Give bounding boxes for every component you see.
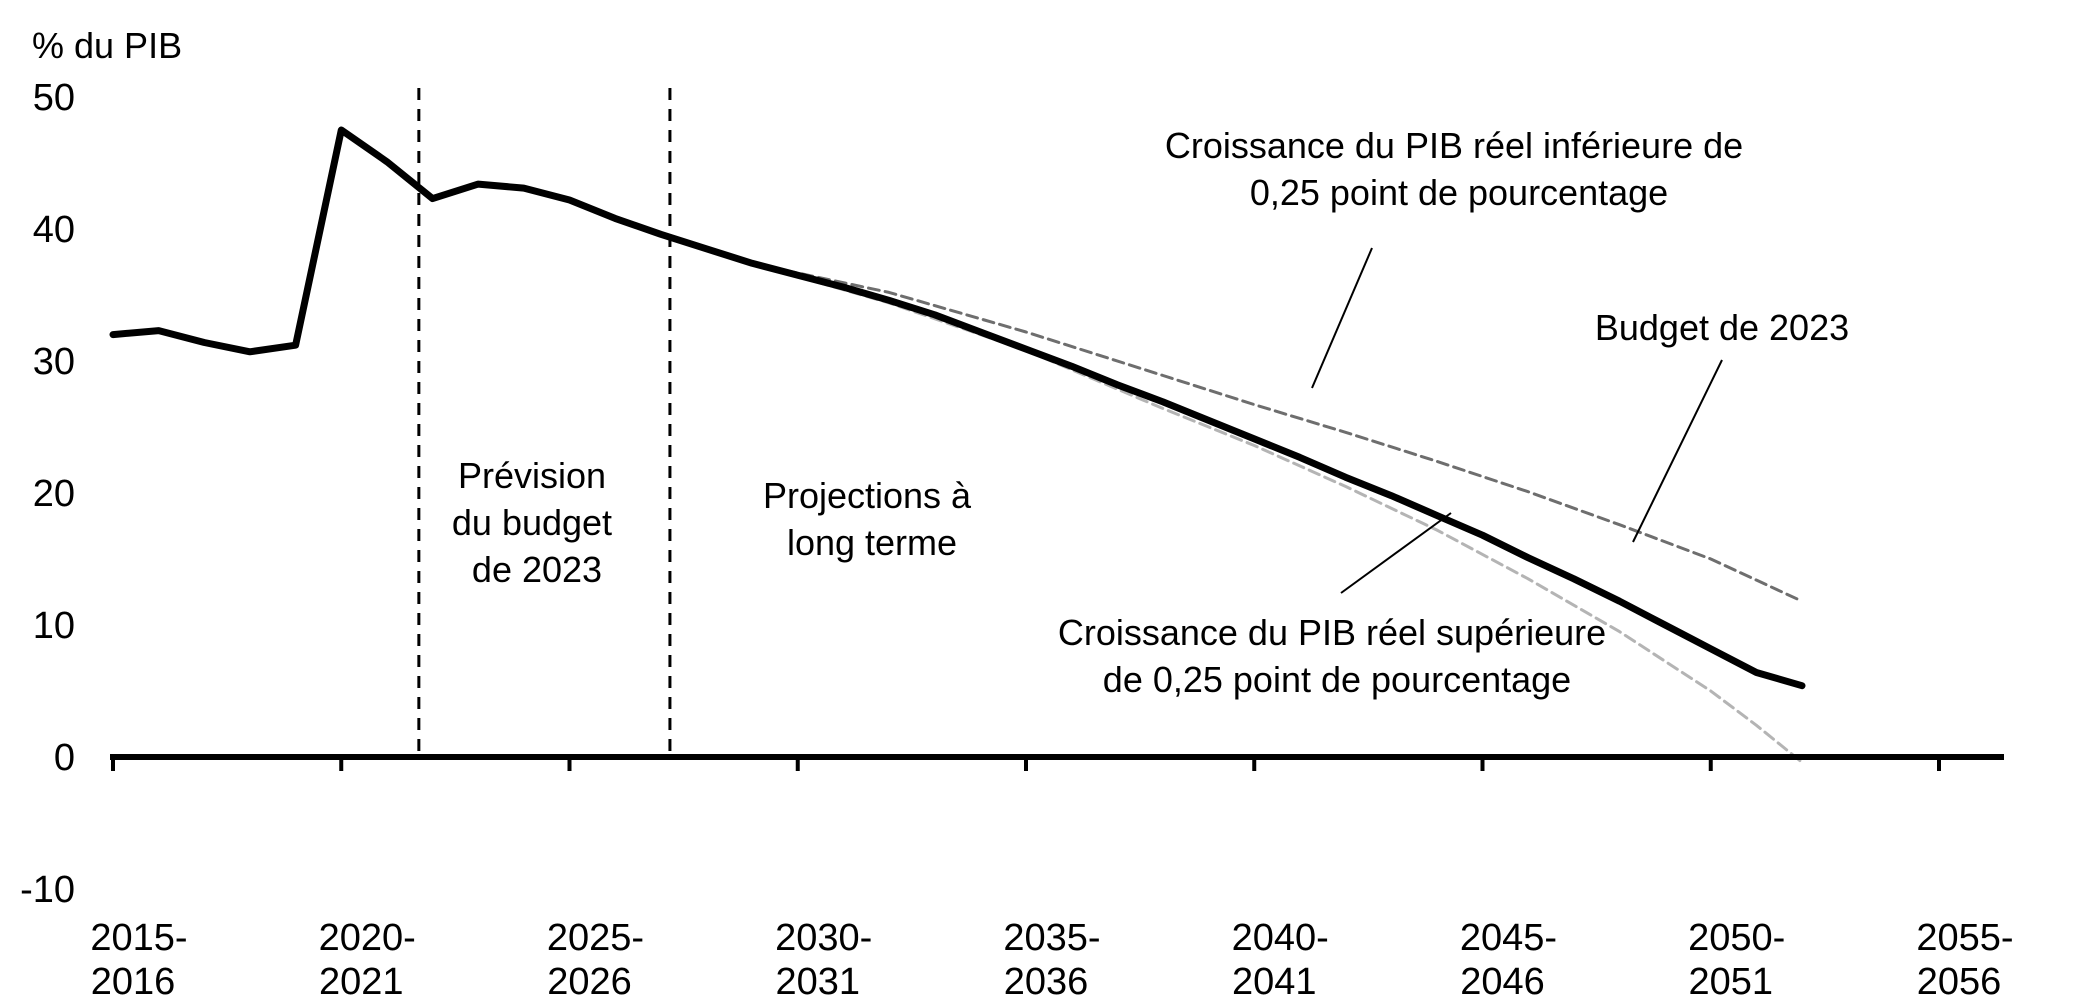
series-lines — [109, 126, 1806, 764]
x-tick-labels: 2015-2016 2020-2021 2025-2026 2030-2031 2035… — [90, 917, 2013, 1003]
y-tick-label: 50 — [33, 77, 75, 119]
series-line-lower-growth — [750, 261, 1804, 603]
x-tick-label: 2056 — [1917, 961, 2002, 1003]
x-tick-label: 2036 — [1004, 961, 1089, 1003]
annotation-lower-growth-line1: Croissance du PIB réel inférieure de — [1165, 125, 1743, 166]
y-tick-label: 30 — [33, 341, 75, 383]
annotation-projections: Projections à long terme — [763, 475, 981, 563]
annotation-lower-growth: Croissance du PIB réel inférieure de 0,2… — [1165, 125, 1753, 213]
x-tick-label: 2050- — [1688, 917, 1785, 959]
x-tick-label: 2031 — [775, 961, 860, 1003]
y-tick-label: 10 — [33, 605, 75, 647]
x-tick-label: 2035- — [1003, 917, 1100, 959]
x-axis — [110, 754, 2004, 771]
y-tick-labels: 50 40 30 20 10 0 -10 — [20, 77, 75, 911]
x-tick-label: 2045- — [1460, 917, 1557, 959]
annotation-higher-growth-line1: Croissance du PIB réel supérieure — [1058, 612, 1606, 653]
x-tick-label: 2015- — [90, 917, 187, 959]
vertical-markers — [417, 88, 672, 757]
annotation-prevision-line1: Prévision — [458, 455, 606, 496]
annotation-budget-line1: Budget de 2023 — [1595, 307, 1849, 348]
y-tick-label: 0 — [54, 737, 75, 779]
leader-higher-growth — [1340, 512, 1452, 594]
x-tick-label: 2016 — [91, 961, 176, 1003]
annotation-higher-growth: Croissance du PIB réel supérieure de 0,2… — [1058, 612, 1616, 700]
x-tick-label: 2055- — [1916, 917, 2013, 959]
y-tick-label: -10 — [20, 869, 75, 911]
leader-lower-growth — [1311, 247, 1373, 389]
x-tick-label: 2026 — [547, 961, 632, 1003]
x-tick-label: 2030- — [775, 917, 872, 959]
y-tick-label: 40 — [33, 209, 75, 251]
y-tick-label: 20 — [33, 473, 75, 515]
annotation-lower-growth-line2: 0,25 point de pourcentage — [1250, 172, 1668, 213]
x-tick-label: 2046 — [1460, 961, 1545, 1003]
x-tick-label: 2040- — [1232, 917, 1329, 959]
annotation-prevision: Prévision du budget de 2023 — [452, 455, 622, 590]
y-axis-label: % du PIB — [32, 25, 182, 66]
series-line-budget-2023 — [109, 126, 1806, 690]
annotation-projections-line1: Projections à — [763, 475, 972, 516]
annotation-budget: Budget de 2023 — [1595, 307, 1849, 348]
annotation-leaders — [1311, 247, 1723, 594]
leader-budget — [1632, 359, 1723, 543]
x-tick-label: 2051 — [1688, 961, 1773, 1003]
x-tick-label: 2025- — [547, 917, 644, 959]
x-tick-label: 2020- — [319, 917, 416, 959]
annotation-prevision-line3: de 2023 — [472, 549, 602, 590]
annotation-higher-growth-line2: de 0,25 point de pourcentage — [1103, 659, 1571, 700]
annotation-prevision-line2: du budget — [452, 502, 612, 543]
x-tick-label: 2041 — [1232, 961, 1317, 1003]
annotation-projections-line2: long terme — [787, 522, 957, 563]
x-tick-label: 2021 — [319, 961, 404, 1003]
